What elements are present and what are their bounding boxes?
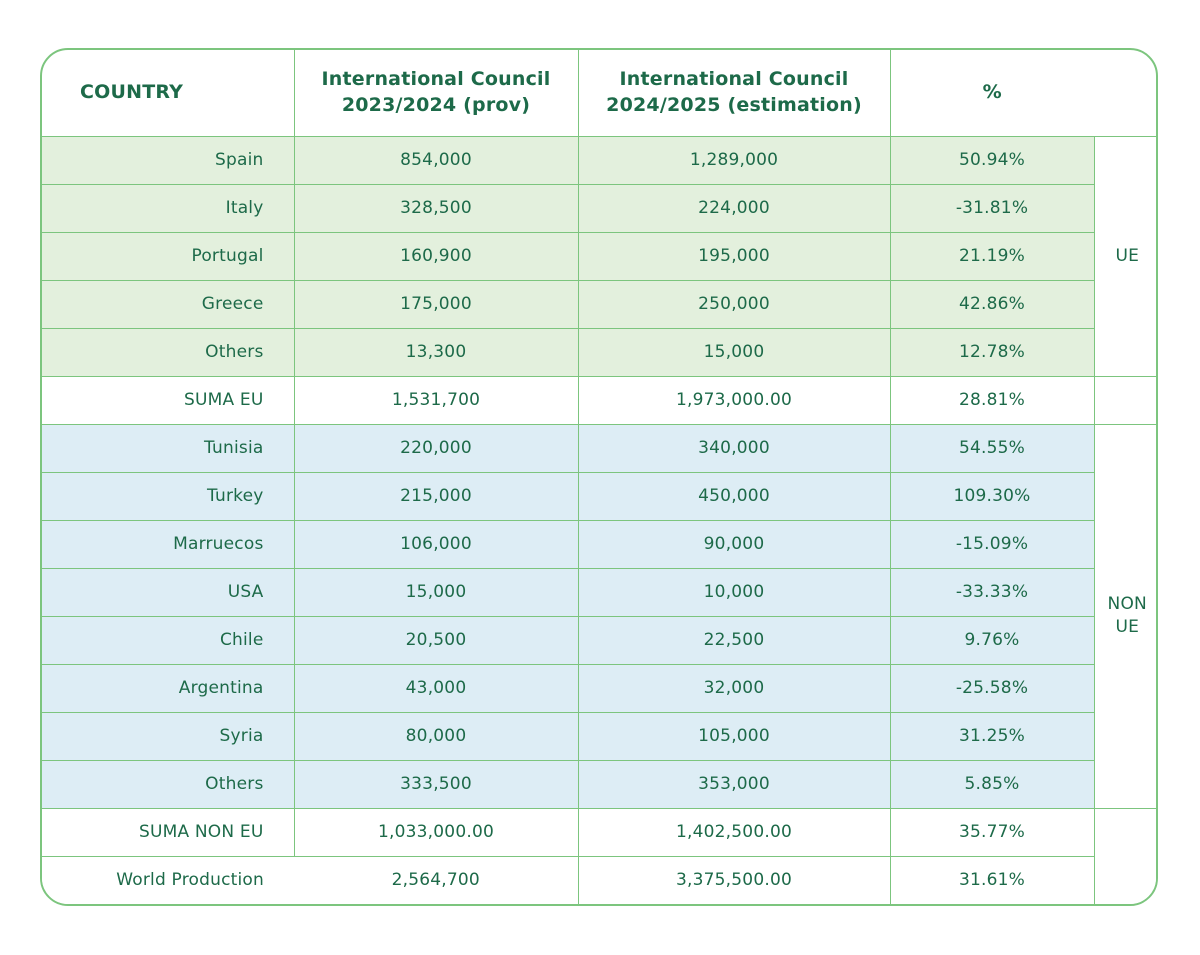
value-2023-cell: 106,000	[293, 519, 578, 568]
table-row-argentina: Argentina 43,000 32,000 -25.58%	[42, 663, 1156, 712]
value-2023-cell: 80,000	[293, 711, 578, 760]
country-cell: SUMA NON EU	[42, 807, 294, 856]
header-council-2023: International Council 2023/2024 (prov)	[293, 50, 578, 136]
percent-cell: 12.78%	[889, 327, 1094, 376]
country-cell: Italy	[42, 183, 294, 232]
country-cell: Others	[42, 327, 294, 376]
country-cell: Argentina	[42, 663, 294, 712]
value-2024-cell: 353,000	[577, 759, 890, 808]
country-cell: World Production	[42, 855, 294, 904]
value-2023-cell: 2,564,700	[294, 855, 578, 904]
table-row-syria: Syria 80,000 105,000 31.25%	[42, 711, 1156, 760]
table-row-tunisia: Tunisia 220,000 340,000 54.55% NON UE	[42, 423, 1156, 808]
header-row: COUNTRY International Council 2023/2024 …	[42, 50, 1156, 136]
value-2023-cell: 20,500	[293, 615, 578, 664]
percent-cell: 5.85%	[889, 759, 1094, 808]
country-cell: Syria	[42, 711, 294, 760]
value-2023-cell: 15,000	[293, 567, 578, 616]
country-cell: SUMA EU	[42, 375, 294, 424]
table-row-portugal: Portugal 160,900 195,000 21.19%	[42, 231, 1156, 280]
table-row-eu-others: Others 13,300 15,000 12.78%	[42, 327, 1156, 376]
value-2023-cell: 1,531,700	[293, 375, 578, 424]
table-row-suma-eu: SUMA EU 1,531,700 1,973,000.00 28.81%	[42, 375, 1156, 424]
country-cell: Portugal	[42, 231, 294, 280]
percent-cell: 31.25%	[889, 711, 1094, 760]
table-row-suma-non-eu: SUMA NON EU 1,033,000.00 1,402,500.00 35…	[42, 807, 1156, 904]
table-row-usa: USA 15,000 10,000 -33.33%	[42, 567, 1156, 616]
production-table: COUNTRY International Council 2023/2024 …	[42, 50, 1156, 904]
country-cell: Tunisia	[42, 423, 294, 472]
value-2024-cell: 10,000	[577, 567, 890, 616]
value-2024-cell: 1,289,000	[577, 135, 890, 184]
table-row-chile: Chile 20,500 22,500 9.76%	[42, 615, 1156, 664]
table-row-greece: Greece 175,000 250,000 42.86%	[42, 279, 1156, 328]
header-percent: %	[889, 50, 1156, 136]
header-council-2024: International Council 2024/2025 (estimat…	[577, 50, 890, 136]
value-2023-cell: 333,500	[293, 759, 578, 808]
country-cell: Chile	[42, 615, 294, 664]
percent-cell: 50.94%	[889, 135, 1094, 184]
value-2024-cell: 15,000	[577, 327, 890, 376]
value-2023-cell: 215,000	[293, 471, 578, 520]
percent-cell: 21.19%	[889, 231, 1094, 280]
percent-cell: -15.09%	[889, 519, 1094, 568]
value-2023-cell: 328,500	[293, 183, 578, 232]
percent-cell: -25.58%	[889, 663, 1094, 712]
country-cell: Spain	[42, 135, 294, 184]
region-label-non-ue: NON UE	[1093, 423, 1156, 808]
value-2023-cell: 43,000	[293, 663, 578, 712]
value-2024-cell: 90,000	[577, 519, 890, 568]
value-2024-cell: 105,000	[577, 711, 890, 760]
region-spacer-cell	[1093, 807, 1156, 904]
percent-cell: 35.77%	[889, 807, 1094, 856]
percent-cell: 31.61%	[889, 855, 1094, 904]
percent-cell: 54.55%	[889, 423, 1094, 472]
country-cell: Turkey	[42, 471, 294, 520]
percent-cell: 42.86%	[889, 279, 1094, 328]
value-2023-cell: 13,300	[293, 327, 578, 376]
table-row-italy: Italy 328,500 224,000 -31.81%	[42, 183, 1156, 232]
value-2024-cell: 250,000	[577, 279, 890, 328]
table-row-turkey: Turkey 215,000 450,000 109.30%	[42, 471, 1156, 520]
value-2024-cell: 22,500	[577, 615, 890, 664]
table-row-world-production: World Production 2,564,700 3,375,500.00 …	[42, 855, 1156, 904]
value-2024-cell: 1,973,000.00	[577, 375, 890, 424]
value-2024-cell: 3,375,500.00	[577, 855, 890, 904]
value-2023-cell: 854,000	[293, 135, 578, 184]
percent-cell: 28.81%	[889, 375, 1094, 424]
region-label-ue: UE	[1093, 135, 1156, 376]
value-2023-cell: 1,033,000.00	[293, 807, 578, 856]
value-2024-cell: 450,000	[577, 471, 890, 520]
country-cell: USA	[42, 567, 294, 616]
country-cell: Others	[42, 759, 294, 808]
percent-cell: 109.30%	[889, 471, 1094, 520]
table-row-spain: Spain 854,000 1,289,000 50.94% UE	[42, 135, 1156, 376]
percent-cell: -31.81%	[889, 183, 1094, 232]
value-2024-cell: 32,000	[577, 663, 890, 712]
value-2024-cell: 224,000	[577, 183, 890, 232]
table-card: COUNTRY International Council 2023/2024 …	[40, 48, 1158, 906]
value-2024-cell: 195,000	[577, 231, 890, 280]
value-2023-cell: 175,000	[293, 279, 578, 328]
table-row-non-eu-others: Others 333,500 353,000 5.85%	[42, 759, 1156, 808]
value-2024-cell: 340,000	[577, 423, 890, 472]
country-cell: Greece	[42, 279, 294, 328]
value-2024-cell: 1,402,500.00	[577, 807, 890, 856]
region-spacer-cell	[1093, 375, 1156, 424]
percent-cell: 9.76%	[889, 615, 1094, 664]
table-row-marruecos: Marruecos 106,000 90,000 -15.09%	[42, 519, 1156, 568]
percent-cell: -33.33%	[889, 567, 1094, 616]
value-2023-cell: 220,000	[293, 423, 578, 472]
header-country: COUNTRY	[80, 80, 184, 103]
country-cell: Marruecos	[42, 519, 294, 568]
value-2023-cell: 160,900	[293, 231, 578, 280]
